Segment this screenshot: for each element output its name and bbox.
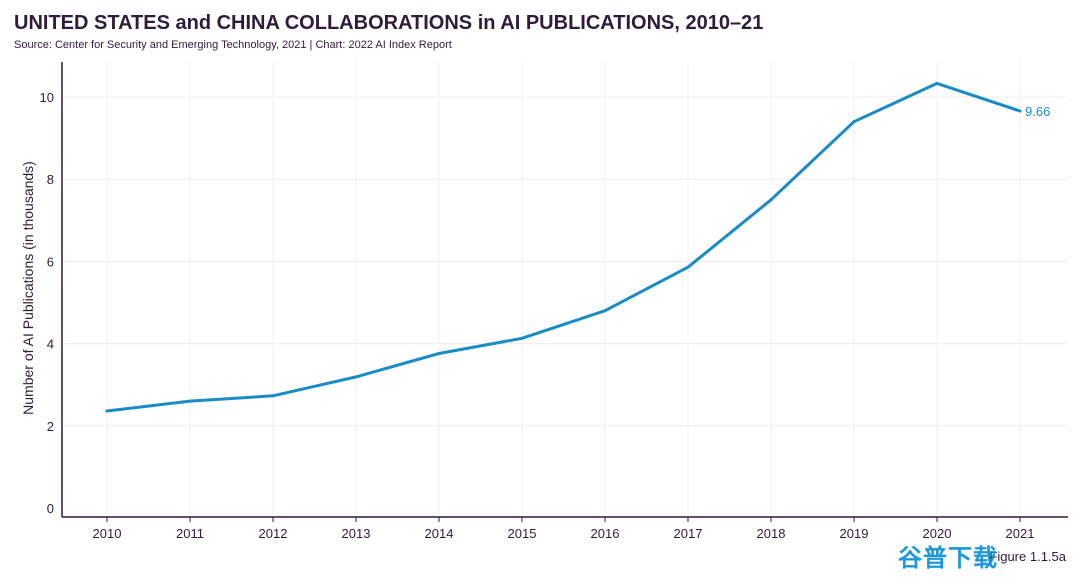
chart-subtitle: Source: Center for Security and Emerging… [14, 39, 452, 51]
y-tick-label-10: 10 [40, 90, 54, 105]
data-point-2017 [686, 265, 690, 269]
data-point-2016 [603, 309, 607, 313]
x-tick-label-2021: 2021 [1006, 526, 1035, 541]
x-tick-label-2013: 2013 [342, 526, 371, 541]
chart-title: UNITED STATES and CHINA COLLABORATIONS i… [14, 12, 764, 34]
x-tick-label-2016: 2016 [591, 526, 620, 541]
data-point-2020 [935, 81, 939, 85]
data-point-2014 [437, 351, 441, 355]
watermark-logo: 谷普下载 [898, 545, 998, 572]
y-tick-label-4: 4 [47, 337, 54, 352]
data-point-2019 [852, 120, 856, 124]
data-point-2013 [354, 375, 358, 379]
y-tick-label-8: 8 [47, 172, 54, 187]
data-point-2012 [271, 394, 275, 398]
data-point-2021 [1018, 109, 1022, 113]
data-point-2010 [105, 409, 109, 413]
y-tick-label-6: 6 [47, 254, 54, 269]
x-tick-label-2017: 2017 [674, 526, 703, 541]
data-point-2011 [188, 399, 192, 403]
x-tick-label-2012: 2012 [259, 526, 288, 541]
x-tick-label-2010: 2010 [93, 526, 122, 541]
x-tick-label-2020: 2020 [923, 526, 952, 541]
x-tick-label-2011: 2011 [176, 526, 204, 541]
figure-label: Figure 1.1.5a [989, 549, 1066, 564]
x-tick-label-2018: 2018 [757, 526, 786, 541]
x-tick-label-2015: 2015 [508, 526, 537, 541]
data-point-2015 [520, 336, 524, 340]
series-line [105, 81, 1022, 413]
end-value-label: 9.66 [1025, 104, 1050, 119]
y-tick-label-0: 0 [47, 501, 54, 516]
data-point-2018 [769, 198, 773, 202]
x-tick-label-2019: 2019 [840, 526, 869, 541]
x-tick-label-2014: 2014 [425, 526, 454, 541]
y-tick-label-2: 2 [47, 419, 54, 434]
